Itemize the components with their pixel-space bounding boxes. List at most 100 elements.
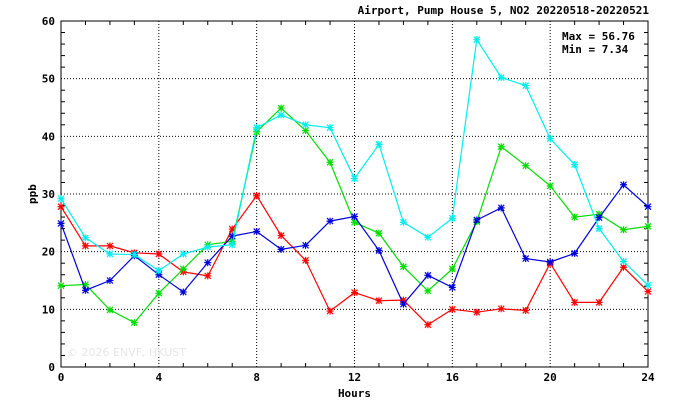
data-point: [546, 182, 554, 190]
y-tick-label: 40: [42, 130, 55, 143]
data-point: [571, 161, 579, 169]
x-tick-label: 0: [58, 371, 65, 384]
data-point: [375, 297, 383, 305]
data-point: [644, 281, 652, 289]
max-label: Max = 56.76: [562, 30, 635, 43]
data-point: [399, 218, 407, 226]
data-point: [595, 298, 603, 306]
data-point: [473, 216, 481, 224]
x-tick-label: 4: [156, 371, 163, 384]
y-tick-label: 0: [48, 361, 55, 374]
data-point: [375, 229, 383, 237]
y-tick-label: 50: [42, 73, 55, 86]
data-point: [155, 250, 163, 258]
data-point: [106, 277, 114, 284]
data-point: [179, 265, 187, 273]
data-point: [351, 218, 358, 226]
data-point: [326, 217, 334, 225]
data-point: [497, 74, 505, 82]
plot-frame: [60, 20, 649, 368]
data-point: [228, 241, 236, 249]
data-point: [253, 192, 261, 200]
data-point: [130, 251, 138, 259]
series-4: [57, 36, 652, 289]
data-point: [424, 321, 432, 329]
data-point: [155, 289, 163, 297]
data-point: [179, 250, 187, 258]
data-point: [302, 256, 310, 264]
data-point: [448, 214, 456, 222]
data-point: [497, 204, 505, 212]
data-point: [204, 272, 212, 280]
data-point: [522, 162, 530, 170]
data-point: [228, 232, 236, 240]
grid: [61, 21, 648, 367]
data-point: [595, 214, 603, 222]
y-tick-label: 20: [42, 246, 55, 259]
data-point: [620, 181, 628, 189]
data-point: [522, 82, 530, 90]
data-point: [571, 213, 579, 221]
data-point: [620, 263, 628, 271]
data-point: [302, 127, 310, 135]
data-point: [497, 305, 505, 313]
data-point: [399, 296, 407, 304]
y-tick-label: 60: [42, 15, 55, 28]
data-point: [155, 271, 163, 279]
data-point: [277, 245, 285, 253]
data-point: [130, 319, 138, 327]
x-tick-label: 24: [641, 371, 655, 384]
data-point: [106, 250, 114, 258]
data-point: [571, 298, 579, 306]
x-axis-label: Hours: [338, 387, 371, 400]
min-label: Min = 7.34: [562, 43, 629, 56]
data-point: [620, 226, 628, 234]
x-tick-label: 8: [253, 371, 260, 384]
data-point: [424, 233, 432, 241]
data-point: [302, 121, 310, 129]
data-point: [473, 36, 481, 44]
y-tick-label: 10: [42, 303, 55, 316]
data-point: [375, 247, 383, 255]
x-tick-label: 12: [348, 371, 361, 384]
data-point: [57, 203, 65, 211]
data-point: [448, 265, 456, 273]
data-point: [277, 232, 285, 240]
data-point: [399, 263, 407, 271]
data-point: [595, 225, 603, 233]
data-point: [473, 308, 481, 316]
y-axis-label: ppb: [26, 184, 39, 204]
data-point: [424, 287, 432, 295]
data-point: [399, 300, 407, 308]
data-point: [277, 111, 285, 119]
data-point: [644, 222, 652, 230]
data-point: [106, 242, 114, 250]
data-point: [351, 174, 358, 182]
data-point: [302, 241, 310, 249]
data-point: [424, 271, 432, 279]
axis-ticks: 0 4 8 12 16 20 24 0 10 20 30 40 50 60: [42, 15, 655, 384]
data-point: [253, 128, 261, 136]
data-point: [57, 282, 65, 290]
data-point: [81, 281, 89, 289]
data-point: [253, 124, 261, 132]
data-point: [644, 287, 652, 295]
data-point: [179, 288, 187, 296]
x-tick-label: 16: [446, 371, 460, 384]
data-point: [497, 143, 505, 151]
data-point: [204, 243, 212, 251]
data-point: [571, 249, 579, 257]
chart-title: Airport, Pump House 5, NO2 20220518-2022…: [358, 4, 650, 17]
x-tick-label: 20: [544, 371, 557, 384]
data-point: [522, 306, 530, 314]
data-point: [620, 257, 628, 265]
data-point: [326, 124, 334, 132]
y-tick-label: 30: [42, 188, 55, 201]
data-point: [81, 234, 89, 242]
data-point: [204, 259, 212, 267]
data-point: [57, 195, 65, 203]
data-point: [81, 286, 89, 294]
data-point: [277, 104, 285, 112]
data-point: [522, 255, 530, 263]
data-point: [375, 140, 383, 148]
